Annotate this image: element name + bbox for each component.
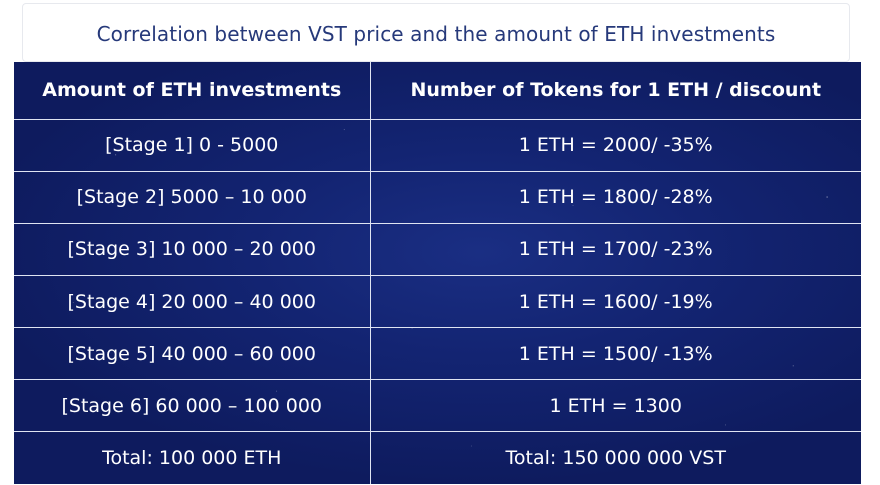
cell-total-eth: Total: 100 000 ETH <box>14 431 371 484</box>
cell-total-vst: Total: 150 000 000 VST <box>369 431 861 484</box>
cell-eth-amount: [Stage 5] 40 000 – 60 000 <box>14 327 371 381</box>
cell-eth-amount: [Stage 3] 10 000 – 20 000 <box>14 222 371 276</box>
table-row-stage-2: [Stage 2] 5000 – 10 000 1 ETH = 1800/ -2… <box>14 170 861 224</box>
table-header-row: Amount of ETH investments Number of Toke… <box>14 62 861 120</box>
table-row-stage-5: [Stage 5] 40 000 – 60 000 1 ETH = 1500/ … <box>14 327 861 381</box>
cell-tokens-discount: 1 ETH = 1700/ -23% <box>369 222 861 276</box>
table-row-stage-3: [Stage 3] 10 000 – 20 000 1 ETH = 1700/ … <box>14 222 861 276</box>
table-caption-box: Correlation between VST price and the am… <box>22 3 850 62</box>
table-row-stage-4: [Stage 4] 20 000 – 40 000 1 ETH = 1600/ … <box>14 274 861 329</box>
table-row-total: Total: 100 000 ETH Total: 150 000 000 VS… <box>14 431 861 484</box>
cell-tokens-discount: 1 ETH = 1800/ -28% <box>369 170 861 224</box>
cell-tokens-discount: 1 ETH = 2000/ -35% <box>369 118 861 172</box>
table-row-stage-6: [Stage 6] 60 000 – 100 000 1 ETH = 1300 <box>14 379 861 433</box>
cell-eth-amount: [Stage 4] 20 000 – 40 000 <box>14 274 371 329</box>
investment-stage-table: Amount of ETH investments Number of Toke… <box>14 62 861 484</box>
investment-table-container: Amount of ETH investments Number of Toke… <box>14 62 861 484</box>
table-caption: Correlation between VST price and the am… <box>96 21 776 46</box>
cell-tokens-discount: 1 ETH = 1600/ -19% <box>369 274 861 329</box>
cell-eth-amount: [Stage 2] 5000 – 10 000 <box>14 170 371 224</box>
table-row-stage-1: [Stage 1] 0 - 5000 1 ETH = 2000/ -35% <box>14 118 861 172</box>
cell-tokens-discount: 1 ETH = 1500/ -13% <box>369 327 861 381</box>
header-tokens-per-eth: Number of Tokens for 1 ETH / discount <box>369 62 861 120</box>
cell-tokens-discount: 1 ETH = 1300 <box>369 379 861 433</box>
header-eth-amount: Amount of ETH investments <box>14 62 371 120</box>
cell-eth-amount: [Stage 1] 0 - 5000 <box>14 118 371 172</box>
cell-eth-amount: [Stage 6] 60 000 – 100 000 <box>14 379 371 433</box>
